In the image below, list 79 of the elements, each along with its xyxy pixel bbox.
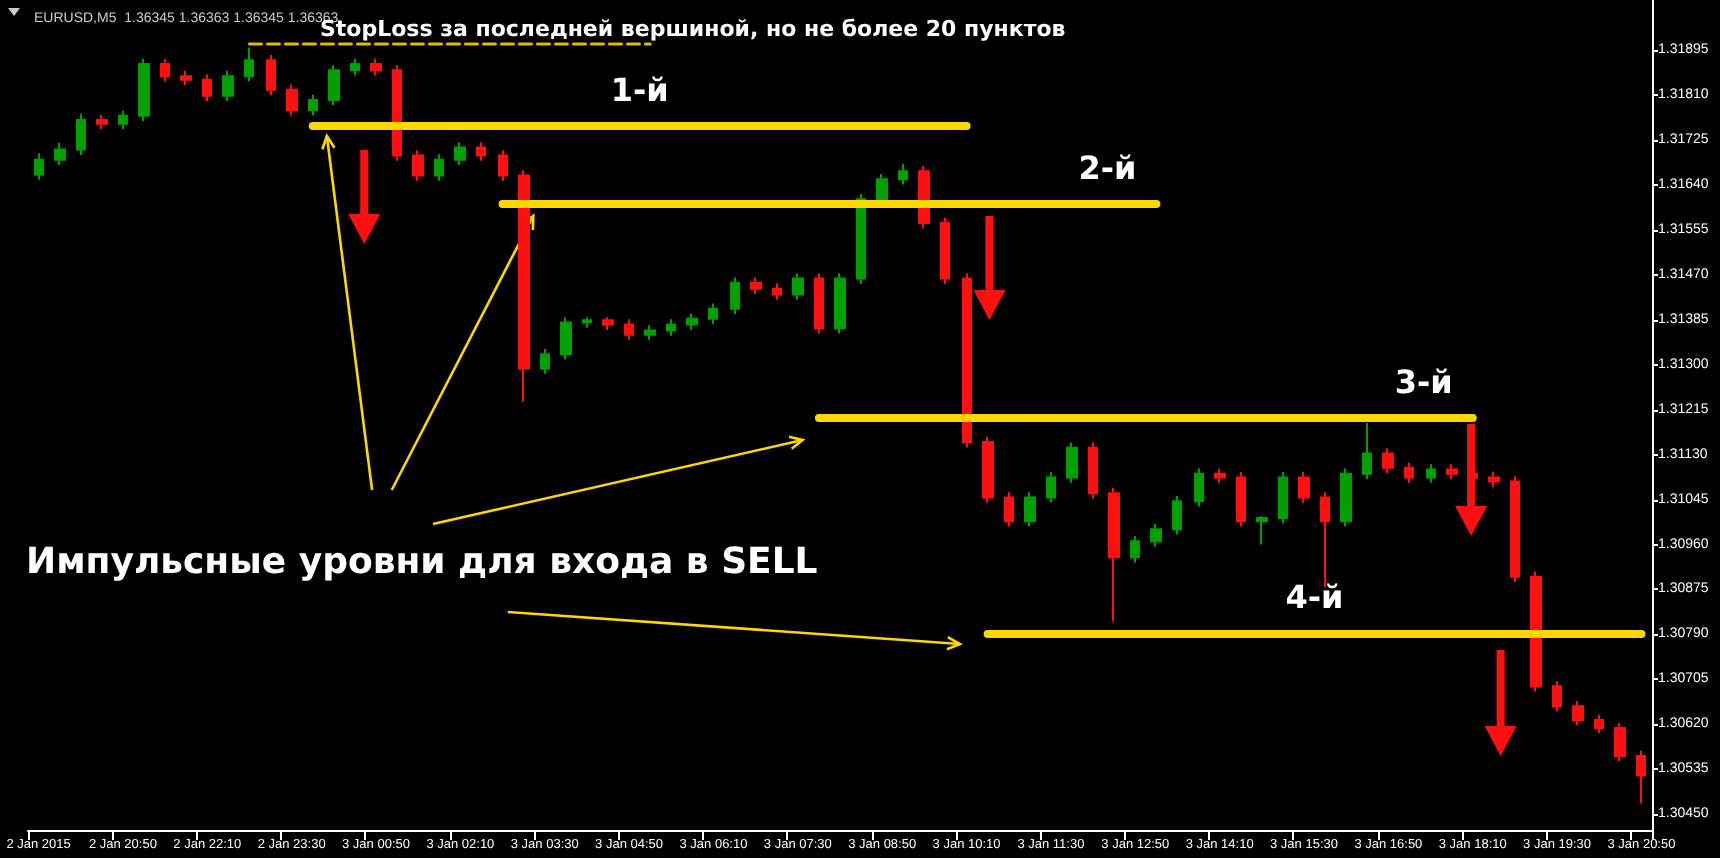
candlestick bbox=[1426, 463, 1436, 484]
candlestick bbox=[898, 162, 908, 186]
candlestick bbox=[582, 316, 592, 329]
candlestick bbox=[1046, 471, 1056, 504]
candlestick bbox=[730, 276, 740, 316]
candlestick bbox=[876, 172, 888, 206]
candlestick bbox=[1614, 721, 1626, 763]
candlestick bbox=[1150, 522, 1162, 548]
candlestick bbox=[1340, 467, 1352, 528]
candlestick bbox=[1530, 570, 1542, 693]
candlestick bbox=[518, 169, 530, 403]
candlestick bbox=[222, 69, 234, 102]
candlestick bbox=[1382, 447, 1394, 475]
candlestick bbox=[1552, 679, 1562, 713]
candlestick bbox=[1404, 461, 1414, 484]
candlestick bbox=[160, 57, 170, 83]
candlestick bbox=[392, 64, 402, 162]
ref-line-label: 1-й bbox=[610, 70, 669, 109]
candlestick bbox=[1278, 471, 1288, 525]
candlestick bbox=[1066, 441, 1078, 484]
candlestick bbox=[982, 435, 994, 504]
candlestick bbox=[138, 57, 150, 123]
candlestick bbox=[772, 282, 782, 301]
candlestick bbox=[1256, 514, 1268, 546]
candlestick bbox=[1636, 749, 1646, 805]
candlestick bbox=[962, 272, 972, 449]
candlestick bbox=[856, 193, 866, 285]
candlestick bbox=[624, 318, 634, 341]
candlestick bbox=[370, 57, 382, 77]
annotation: Импульсные уровни для входа в SELL bbox=[26, 541, 818, 583]
candlestick bbox=[328, 64, 340, 107]
candlestick bbox=[1088, 441, 1098, 500]
candlestick bbox=[350, 57, 360, 77]
candlestick bbox=[96, 113, 108, 130]
candlestick bbox=[1130, 535, 1140, 564]
candlestick bbox=[1594, 713, 1604, 735]
candlestick bbox=[76, 112, 86, 156]
candlestick bbox=[1024, 491, 1036, 528]
candlestick bbox=[1510, 475, 1520, 584]
candlestick bbox=[644, 324, 656, 341]
candlestick bbox=[708, 302, 718, 326]
candlestick bbox=[560, 316, 572, 361]
candlestick bbox=[1446, 463, 1458, 480]
candlestick bbox=[202, 73, 212, 102]
candlestick bbox=[286, 83, 298, 117]
candlestick bbox=[244, 46, 254, 83]
candlestick bbox=[1488, 471, 1500, 488]
candlestick bbox=[1194, 467, 1204, 508]
candlestick bbox=[834, 272, 846, 335]
candlestick bbox=[412, 149, 424, 182]
candlestick bbox=[666, 318, 676, 337]
candlestick bbox=[434, 153, 444, 182]
candlestick bbox=[266, 53, 276, 97]
candlestick bbox=[1214, 467, 1226, 484]
candlestick bbox=[1298, 471, 1310, 504]
candlestick bbox=[1172, 494, 1182, 536]
candlestick bbox=[540, 347, 550, 375]
candlestick bbox=[792, 272, 804, 301]
candlestick bbox=[454, 141, 466, 166]
candlestick bbox=[1108, 486, 1120, 623]
candlestick bbox=[1236, 471, 1246, 528]
candlestick bbox=[1004, 491, 1014, 528]
ref-line-label: 2-й bbox=[1078, 148, 1137, 187]
candlestick bbox=[1362, 421, 1372, 480]
candlestick bbox=[180, 69, 192, 87]
candlestick bbox=[814, 272, 824, 335]
candlestick bbox=[686, 312, 698, 331]
candlestick bbox=[476, 141, 486, 162]
candlestick bbox=[498, 149, 508, 182]
candlestick bbox=[1572, 700, 1584, 727]
ref-line-label: 4-й bbox=[1285, 577, 1344, 616]
candlestick bbox=[118, 109, 128, 130]
candlestick bbox=[308, 93, 318, 117]
candlestick bbox=[34, 152, 44, 181]
candlestick bbox=[940, 216, 950, 285]
candlestick bbox=[54, 141, 66, 166]
ref-line-label: 3-й bbox=[1394, 363, 1453, 402]
candlestick bbox=[602, 316, 614, 331]
candlestick bbox=[750, 276, 762, 295]
